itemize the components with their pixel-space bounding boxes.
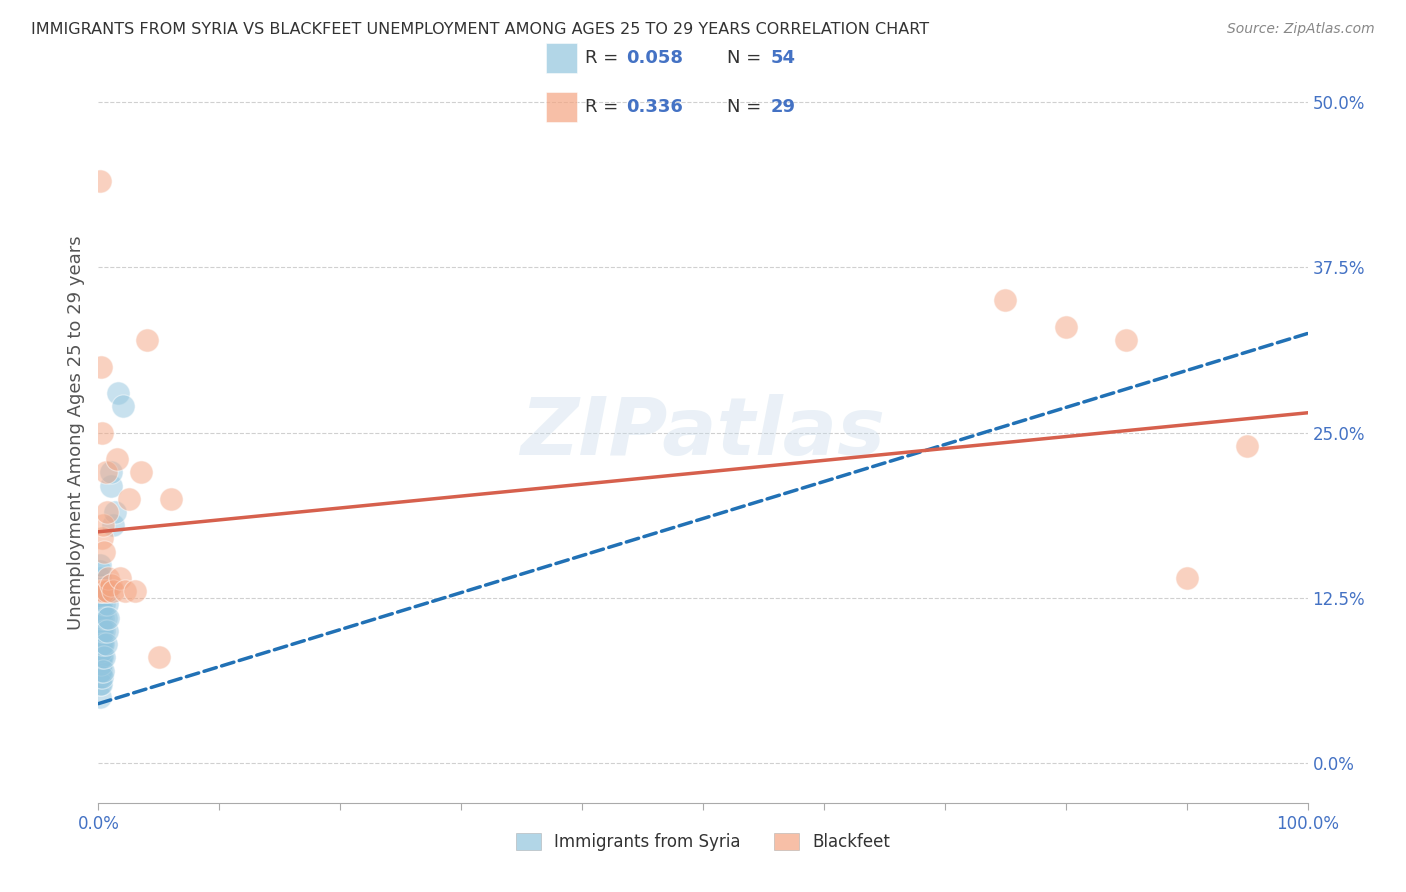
Point (91, 664, 114, 678)
Point (93, 544, 115, 558)
Point (89, 591, 111, 605)
Point (100, 577, 122, 591)
Point (100, 465, 122, 479)
Point (108, 571, 131, 585)
Text: 0.336: 0.336 (626, 98, 682, 116)
Point (89, 571, 111, 585)
Text: R =: R = (585, 98, 624, 116)
Point (91, 532, 114, 546)
Point (107, 386, 129, 401)
Point (135, 333, 157, 347)
Point (89, 598, 111, 612)
Point (97, 611, 120, 625)
Point (90, 624, 112, 638)
Point (89, 664, 111, 678)
Y-axis label: Unemployment Among Ages 25 to 29 years: Unemployment Among Ages 25 to 29 years (66, 235, 84, 630)
Point (97, 571, 120, 585)
Point (129, 465, 152, 479)
Point (111, 399, 134, 413)
Point (93, 598, 115, 612)
Point (91, 637, 114, 651)
Point (1236, 439, 1258, 453)
Point (91, 624, 114, 638)
Point (90, 359, 112, 374)
Point (93, 624, 115, 638)
Point (89, 631, 111, 645)
Point (97, 584, 120, 599)
Text: N =: N = (727, 49, 766, 67)
Point (93, 650, 115, 665)
Point (101, 518, 124, 533)
Point (90, 584, 112, 599)
Point (89, 637, 111, 651)
Point (94, 637, 117, 651)
Point (93, 584, 115, 599)
Text: 29: 29 (770, 98, 796, 116)
Point (91, 584, 114, 599)
Point (89, 617, 111, 632)
Point (89, 670, 111, 684)
Point (91, 584, 114, 599)
Point (89, 584, 111, 599)
Point (90, 650, 112, 665)
Point (104, 505, 127, 519)
Point (89, 690, 111, 704)
Point (89, 558, 111, 572)
Point (89, 577, 111, 591)
Text: N =: N = (727, 98, 766, 116)
Point (1115, 333, 1137, 347)
Point (91, 611, 114, 625)
Point (90, 644, 112, 658)
Text: 54: 54 (770, 49, 796, 67)
Point (89, 657, 111, 671)
Point (91, 425, 114, 440)
Point (89, 565, 111, 579)
Point (148, 650, 170, 665)
Point (89, 624, 111, 638)
Point (90, 664, 112, 678)
Point (160, 491, 183, 506)
FancyBboxPatch shape (547, 43, 576, 73)
Point (89, 650, 111, 665)
Point (124, 584, 146, 599)
Point (91, 518, 114, 533)
Point (90, 598, 112, 612)
Point (89, 644, 111, 658)
Point (91, 650, 114, 665)
Point (96, 624, 118, 638)
Legend: Immigrants from Syria, Blackfeet: Immigrants from Syria, Blackfeet (509, 826, 897, 857)
Point (114, 584, 136, 599)
Point (96, 505, 118, 519)
Point (94, 465, 117, 479)
Point (89, 611, 111, 625)
Point (91, 670, 114, 684)
Point (1175, 571, 1198, 585)
Point (89, 677, 111, 691)
Point (90, 637, 112, 651)
Text: Source: ZipAtlas.com: Source: ZipAtlas.com (1227, 22, 1375, 37)
Point (91, 637, 114, 651)
Point (96, 598, 118, 612)
Text: 0.058: 0.058 (626, 49, 683, 67)
Point (118, 491, 141, 506)
Text: R =: R = (585, 49, 624, 67)
Point (89, 604, 111, 618)
Point (89, 174, 111, 188)
Point (105, 452, 128, 467)
Text: IMMIGRANTS FROM SYRIA VS BLACKFEET UNEMPLOYMENT AMONG AGES 25 TO 29 YEARS CORREL: IMMIGRANTS FROM SYRIA VS BLACKFEET UNEMP… (31, 22, 929, 37)
FancyBboxPatch shape (547, 92, 576, 122)
Point (1054, 319, 1077, 334)
Point (96, 584, 118, 599)
Point (90, 611, 112, 625)
Text: ZIPatlas: ZIPatlas (520, 393, 886, 472)
Point (89, 584, 111, 599)
Point (994, 293, 1017, 308)
Point (91, 604, 114, 618)
Point (94, 611, 117, 625)
Point (100, 478, 122, 492)
Point (90, 677, 112, 691)
Point (90, 657, 112, 671)
Point (101, 584, 124, 599)
